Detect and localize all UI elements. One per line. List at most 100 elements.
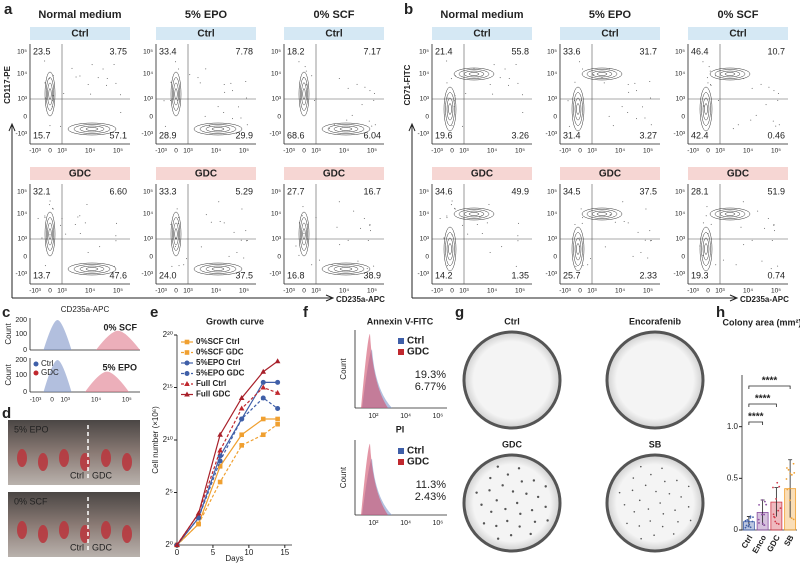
colony — [664, 480, 666, 483]
event-dot — [175, 237, 177, 239]
event-dot — [447, 97, 449, 99]
series-line — [176, 360, 278, 546]
y-tick-label: 10⁴ — [143, 211, 153, 218]
x-axis-label: Days — [225, 554, 243, 563]
photo — [8, 420, 140, 485]
data-point — [779, 507, 782, 510]
tube — [59, 521, 69, 539]
event-dot — [45, 97, 47, 99]
colony — [525, 492, 528, 495]
column-title: Normal medium — [38, 9, 121, 21]
event-dot — [48, 204, 50, 206]
event-dot — [627, 222, 629, 224]
event-dot — [710, 83, 712, 85]
event-dot — [604, 246, 606, 248]
event-dot — [439, 218, 441, 220]
quadrant-value: 34.5 — [563, 186, 581, 196]
data-point — [790, 473, 793, 476]
colony — [653, 534, 655, 537]
x-tick-label: 0 — [578, 148, 582, 155]
legend-marker — [184, 371, 190, 376]
colony — [638, 499, 641, 502]
colony — [687, 506, 690, 508]
event-dot — [517, 222, 519, 224]
x-tick-label: 10⁴ — [615, 288, 625, 295]
event-dot — [593, 74, 595, 76]
x-tick-label: 0 — [706, 288, 710, 295]
event-dot — [621, 106, 623, 108]
photo — [8, 492, 140, 557]
y-tick-label: 2¹⁰ — [163, 435, 173, 444]
x-tick-label: 10³ — [183, 288, 193, 295]
event-dot — [476, 223, 478, 225]
x-tick-label: 10⁵ — [239, 288, 249, 295]
y-tick-label: -10³ — [673, 271, 685, 278]
series-line — [176, 386, 278, 546]
column-title: Normal medium — [440, 9, 523, 21]
contour — [445, 92, 455, 126]
condition-label: GDC — [323, 169, 345, 180]
event-dot — [473, 67, 475, 69]
contour — [709, 67, 751, 81]
event-dot — [454, 207, 456, 209]
event-dot — [44, 82, 46, 84]
y-tick-label: 0 — [277, 254, 281, 261]
marker — [174, 542, 180, 547]
colony — [518, 525, 521, 528]
event-dot — [367, 240, 369, 242]
x-tick-label: 0 — [450, 288, 454, 295]
legend-marker — [184, 350, 190, 355]
tube — [101, 521, 111, 539]
event-dot — [246, 124, 248, 126]
legend-label: Ctrl — [407, 446, 424, 457]
y-tick-label: 0 — [23, 389, 27, 396]
event-dot — [489, 252, 491, 254]
contour — [199, 264, 237, 274]
colony — [495, 524, 498, 528]
event-dot — [356, 83, 358, 85]
colony — [655, 490, 657, 493]
y-tick-label: 0 — [425, 114, 429, 121]
event-dot — [199, 82, 201, 84]
x-tick-label: 10⁴ — [339, 148, 349, 155]
event-dot — [773, 230, 775, 232]
event-dot — [486, 222, 488, 224]
contour — [211, 267, 225, 271]
event-dot — [644, 239, 646, 241]
data-point — [763, 513, 766, 516]
event-dot — [105, 84, 107, 86]
contour — [576, 103, 580, 115]
series-line — [176, 397, 278, 546]
quadrant-value: 2.33 — [639, 270, 657, 280]
contour — [170, 71, 182, 117]
colony — [495, 499, 498, 502]
contour — [468, 212, 480, 216]
marker — [238, 405, 245, 411]
contour — [211, 127, 225, 131]
x-axis-label: CD235a-APC — [336, 295, 385, 304]
event-dot — [522, 112, 524, 114]
data-point — [745, 524, 748, 527]
event-dot — [60, 125, 62, 127]
contour — [458, 69, 490, 79]
event-dot — [113, 64, 115, 66]
event-dot — [755, 114, 757, 116]
contour — [193, 122, 243, 136]
contour — [205, 265, 231, 273]
y-tick-label: 100 — [15, 372, 27, 379]
colony — [633, 510, 636, 513]
event-dot — [632, 255, 634, 257]
y-tick-label: 1.0 — [727, 422, 739, 431]
event-dot — [178, 217, 180, 219]
x-tick-label: 10⁵ — [113, 288, 123, 295]
event-dot — [177, 222, 179, 224]
event-dot — [454, 100, 456, 102]
x-tick-label: -10³ — [155, 288, 167, 295]
event-dot — [298, 254, 300, 256]
event-dot — [115, 222, 117, 224]
event-dot — [508, 78, 510, 80]
event-dot — [186, 258, 188, 260]
data-point — [793, 471, 796, 474]
event-dot — [614, 221, 616, 223]
marker — [274, 358, 281, 364]
